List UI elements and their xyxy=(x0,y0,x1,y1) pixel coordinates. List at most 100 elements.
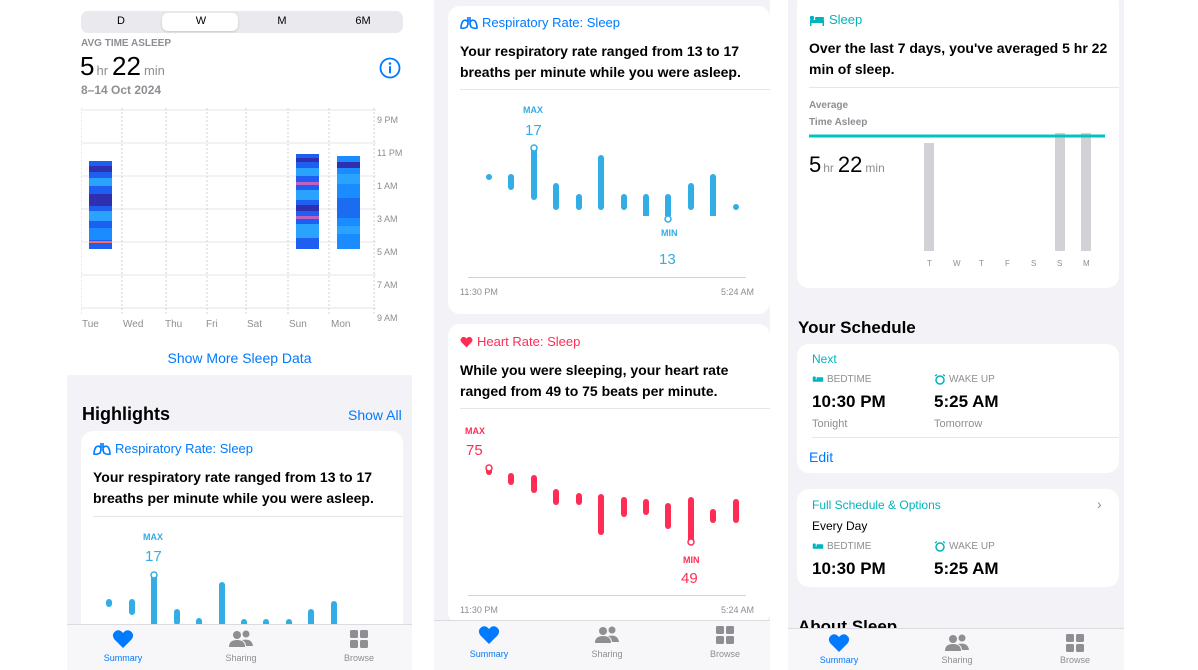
avg-hours: 5 xyxy=(809,152,822,177)
max-label: MAX xyxy=(465,426,485,436)
wakeup-when: Tomorrow xyxy=(934,418,983,430)
respiratory-rate-card[interactable]: Respiratory Rate: Sleep Your respiratory… xyxy=(448,6,770,314)
lungs-icon xyxy=(460,16,478,30)
every-day-label: Every Day xyxy=(812,519,868,533)
segment-month[interactable]: M xyxy=(277,15,287,27)
tab-label: Browse xyxy=(1059,655,1090,665)
wakeup-label: WAKE UP xyxy=(949,541,995,552)
day-label: Wed xyxy=(123,319,144,330)
sleep-average-card[interactable]: Sleep Over the last 7 days, you've avera… xyxy=(797,0,1119,288)
heart-rate-chart xyxy=(468,464,748,554)
segment-week[interactable]: W xyxy=(195,15,207,27)
start-time: 11:30 PM xyxy=(460,287,498,297)
heart-icon xyxy=(454,625,524,647)
end-time: 5:24 AM xyxy=(721,605,755,615)
time-label: 11 PM xyxy=(377,148,403,158)
heart-icon xyxy=(804,633,874,653)
range-segmented-control: D W M 6M xyxy=(81,11,403,33)
tab-summary[interactable]: Summary xyxy=(804,633,874,665)
bedtime-when: Tonight xyxy=(812,418,848,430)
tab-label: Summary xyxy=(103,653,143,663)
segment-6-months[interactable]: 6M xyxy=(355,15,371,27)
next-schedule-card: Next BEDTIME WAKE UP 10:30 PM 5:25 AM To… xyxy=(797,344,1119,473)
end-time: 5:24 AM xyxy=(721,287,755,297)
max-value: 17 xyxy=(525,122,542,139)
divider xyxy=(93,516,403,517)
bedtime-label: BEDTIME xyxy=(827,541,872,552)
time-label: 1 AM xyxy=(377,181,398,191)
card-title: Respiratory Rate: Sleep xyxy=(460,15,620,30)
heart-icon xyxy=(460,336,473,348)
tab-label: Sharing xyxy=(941,655,973,665)
info-icon[interactable] xyxy=(379,57,401,79)
grid-icon xyxy=(690,625,760,647)
day-label: Thu xyxy=(165,319,183,330)
day-label: Sun xyxy=(289,319,307,330)
card-description: While you were sleeping, your heart rate… xyxy=(460,362,729,399)
divider xyxy=(809,87,1119,88)
sleep-stages-chart xyxy=(81,108,376,315)
wakeup-label: WAKE UP xyxy=(949,374,995,385)
tab-sharing[interactable]: Sharing xyxy=(922,633,992,665)
bedtime-value: 10:30 PM xyxy=(812,559,886,578)
tab-label: Summary xyxy=(469,649,509,659)
avg-hours-unit: hr xyxy=(823,161,834,175)
start-time: 11:30 PM xyxy=(460,605,498,615)
wakeup-value: 5:25 AM xyxy=(934,392,999,411)
respiratory-highlight-card[interactable]: Respiratory Rate: Sleep Your respiratory… xyxy=(81,431,403,661)
time-label: 5 AM xyxy=(377,247,398,257)
card-title: Heart Rate: Sleep xyxy=(460,334,580,349)
heart-rate-card[interactable]: Heart Rate: Sleep While you were sleepin… xyxy=(448,324,770,624)
tab-browse[interactable]: Browse xyxy=(324,629,394,663)
time-label: 9 PM xyxy=(377,115,399,125)
tab-sharing[interactable]: Sharing xyxy=(206,629,276,663)
card-title: Sleep xyxy=(809,12,862,27)
card-description: Your respiratory rate ranged from 13 to … xyxy=(93,469,374,506)
weekday-axis: T W T F S S M xyxy=(797,259,1119,271)
time-label: 9 AM xyxy=(377,313,398,323)
min-value: 49 xyxy=(681,570,698,587)
min-value: 13 xyxy=(659,251,676,268)
sleep-bar-mon xyxy=(337,156,360,249)
divider xyxy=(460,89,770,90)
highlights-title: Highlights xyxy=(82,404,170,424)
day-label: Mon xyxy=(331,319,351,330)
day-label: Sat xyxy=(247,319,263,330)
tab-summary[interactable]: Summary xyxy=(88,629,158,663)
people-icon xyxy=(206,629,276,651)
day-axis: Tue Wed Thu Fri Sat Sun Mon xyxy=(67,319,412,331)
tab-sharing[interactable]: Sharing xyxy=(572,625,642,659)
tab-label: Summary xyxy=(819,655,859,665)
schedule-title: Your Schedule xyxy=(798,318,916,337)
tab-label: Browse xyxy=(343,653,374,663)
highlights-detail-screen: Respiratory Rate: Sleep Your respiratory… xyxy=(434,0,770,670)
tab-summary[interactable]: Summary xyxy=(454,625,524,659)
weekday-label: M xyxy=(1083,259,1090,268)
wakeup-header: WAKE UP xyxy=(934,374,995,385)
show-more-sleep-data-link[interactable]: Show More Sleep Data xyxy=(167,350,312,366)
card-title-text: Heart Rate: Sleep xyxy=(477,334,581,349)
avg-minutes: 22 xyxy=(112,51,141,81)
edit-button[interactable]: Edit xyxy=(809,449,834,465)
tab-label: Sharing xyxy=(225,653,257,663)
full-schedule-link[interactable]: Full Schedule & Options xyxy=(812,498,941,512)
sleep-bar-sun xyxy=(296,154,319,249)
max-value: 75 xyxy=(466,442,483,459)
bed-icon xyxy=(812,542,824,551)
tab-browse[interactable]: Browse xyxy=(1040,633,1110,665)
max-label: MAX xyxy=(523,105,543,115)
time-axis: 9 PM 11 PM 1 AM 3 AM 5 AM 7 AM 9 AM xyxy=(377,104,411,335)
time-label: 7 AM xyxy=(377,280,398,290)
full-schedule-card[interactable]: Full Schedule & Options › Every Day BEDT… xyxy=(797,489,1119,587)
show-all-link[interactable]: Show All xyxy=(348,407,402,423)
segment-day[interactable]: D xyxy=(117,15,125,27)
min-label: MIN xyxy=(661,228,678,238)
respiratory-mini-chart xyxy=(95,571,355,631)
sleep-summary-screen: Sleep Over the last 7 days, you've avera… xyxy=(788,0,1124,670)
tab-bar: Summary Sharing Browse xyxy=(67,624,412,670)
tab-browse[interactable]: Browse xyxy=(690,625,760,659)
tab-bar: Summary Sharing Browse xyxy=(788,628,1124,670)
bedtime-value: 10:30 PM xyxy=(812,392,886,411)
avg-time-label: AVG TIME ASLEEP xyxy=(81,38,172,49)
people-icon xyxy=(572,625,642,647)
